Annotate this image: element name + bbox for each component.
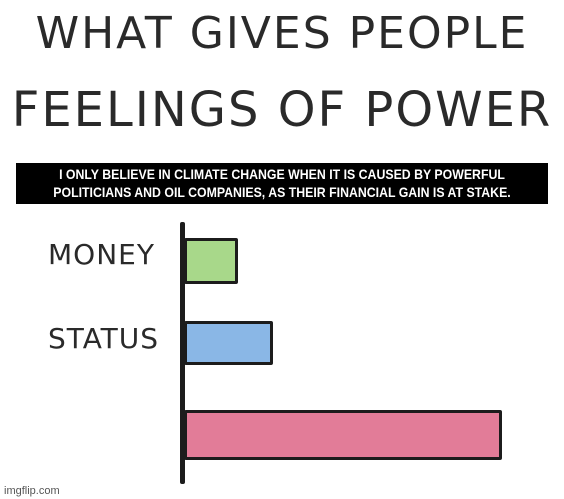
bar-status: [184, 321, 273, 365]
caption-line-2: POLITICIANS AND OIL COMPANIES, AS THEIR …: [53, 184, 511, 200]
category-label-status: STATUS: [48, 322, 160, 355]
chart-axis: [180, 222, 185, 484]
caption-box: I ONLY BELIEVE IN CLIMATE CHANGE WHEN IT…: [16, 163, 548, 204]
title-line-1: WHAT GIVES PEOPLE: [35, 8, 529, 59]
title-line-2: FEELINGS OF POWER: [11, 82, 553, 138]
caption-line-1: I ONLY BELIEVE IN CLIMATE CHANGE WHEN IT…: [59, 166, 505, 182]
category-label-money: MONEY: [48, 238, 155, 271]
watermark: imgflip.com: [4, 485, 60, 497]
bar-unlabeled: [184, 410, 502, 460]
bar-money: [184, 238, 238, 284]
